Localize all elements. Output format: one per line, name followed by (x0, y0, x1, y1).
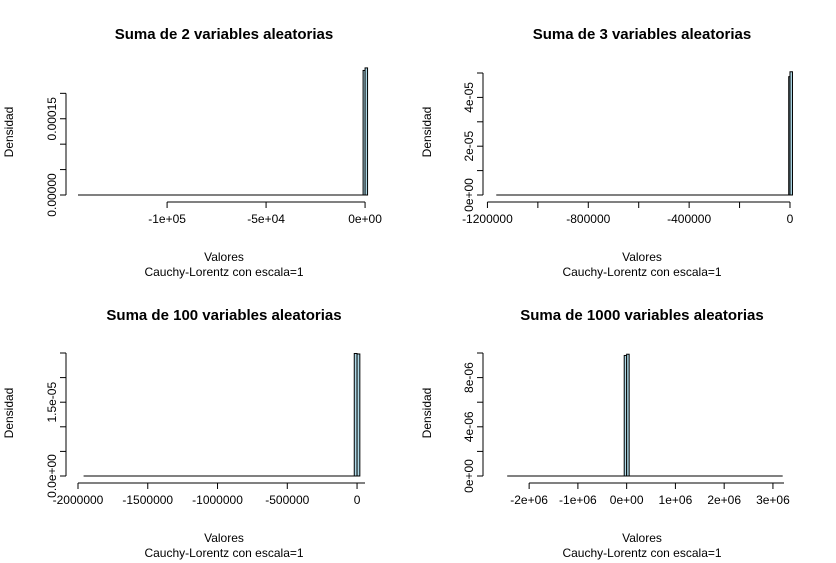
panel-1-title: Suma de 2 variables aleatorias (115, 26, 333, 43)
histogram-bar (364, 67, 369, 196)
histogram-bar (626, 353, 630, 477)
x-tick-label: 0e+00 (610, 493, 644, 507)
panel-3-subtitle: Cauchy-Lorentz con escala=1 (144, 546, 303, 560)
y-tick-label: 0e+00 (462, 459, 476, 493)
x-tick-label: 0 (354, 493, 361, 507)
y-tick-label: 0.00000 (45, 173, 59, 217)
panel-2-marks: -1200000 -800000 -400000 0 0e+00 2e-05 4e-05 (462, 71, 794, 226)
panel-4-xlabel: Valores (622, 531, 662, 545)
panel-2-subtitle: Cauchy-Lorentz con escala=1 (562, 265, 721, 279)
panel-4: Suma de 1000 variables aleatorias Valore… (420, 307, 790, 560)
x-tick-label: 0 (787, 212, 794, 226)
x-tick-label: -2e+06 (510, 493, 548, 507)
y-tick-label: 0.00015 (45, 97, 59, 141)
panel-3: Suma de 100 variables aleatorias Valores… (2, 307, 365, 560)
panel-1: Suma de 2 variables aleatorias Valores C… (2, 26, 382, 279)
panel-1-subtitle: Cauchy-Lorentz con escala=1 (144, 265, 303, 279)
y-tick-label: 0.0e+00 (45, 454, 59, 498)
x-tick-label: 2e+06 (707, 493, 741, 507)
panel-2-title: Suma de 3 variables aleatorias (533, 26, 751, 43)
x-tick-label: 3e+06 (756, 493, 790, 507)
panel-2: Suma de 3 variables aleatorias Valores C… (420, 26, 794, 279)
x-tick-label: 1e+06 (659, 493, 693, 507)
panel-4-title: Suma de 1000 variables aleatorias (520, 307, 763, 324)
x-tick-label: -500000 (265, 493, 309, 507)
histogram-bar (789, 71, 793, 196)
panel-2-xlabel: Valores (622, 250, 662, 264)
panel-2-ylabel: Densidad (420, 107, 434, 158)
x-tick-label: -400000 (667, 212, 711, 226)
x-tick-label: -1200000 (462, 212, 513, 226)
y-tick-label: 1.5e-05 (45, 382, 59, 423)
panel-4-subtitle: Cauchy-Lorentz con escala=1 (562, 546, 721, 560)
panel-1-xlabel: Valores (204, 250, 244, 264)
y-tick-label: 8e-06 (462, 362, 476, 393)
x-tick-label: -5e+04 (247, 212, 285, 226)
y-tick-label: 4e-06 (462, 411, 476, 442)
panel-3-ylabel: Densidad (2, 388, 16, 439)
x-tick-label: 0e+00 (348, 212, 382, 226)
histogram-bar (356, 353, 361, 477)
panel-1-ylabel: Densidad (2, 107, 16, 158)
panel-1-marks: -1e+05 -5e+04 0e+00 0.00000 0.00015 (45, 67, 382, 226)
panel-3-xlabel: Valores (204, 531, 244, 545)
panel-3-marks: -2000000 -1500000 -1000000 -500000 0 0.0e+00 1… (45, 352, 365, 507)
x-tick-label: -1e+05 (148, 212, 186, 226)
panel-4-ylabel: Densidad (420, 388, 434, 439)
x-tick-label: -2000000 (53, 493, 104, 507)
panel-3-title: Suma de 100 variables aleatorias (106, 307, 341, 324)
y-tick-label: 2e-05 (462, 131, 476, 162)
y-tick-label: 0e+00 (462, 178, 476, 212)
y-tick-label: 4e-05 (462, 82, 476, 113)
panel-4-marks: -2e+06 -1e+06 0e+00 1e+06 2e+06 3e+06 0e+00 4e-… (462, 352, 790, 507)
x-tick-label: -1e+06 (559, 493, 597, 507)
x-tick-label: -1500000 (122, 493, 173, 507)
x-tick-label: -1000000 (192, 493, 243, 507)
x-tick-label: -800000 (566, 212, 610, 226)
